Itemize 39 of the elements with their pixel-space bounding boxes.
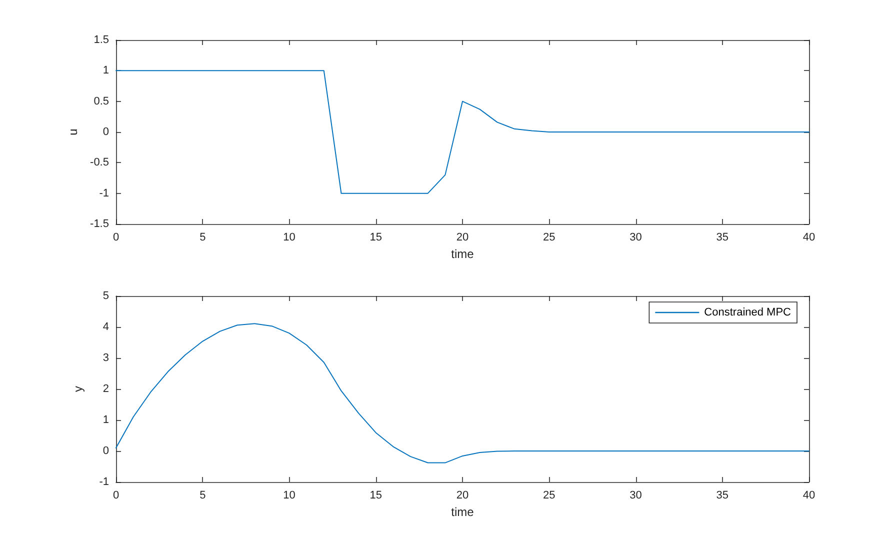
x-tick-label: 35 — [716, 232, 728, 244]
y-tick-label: 3 — [102, 352, 109, 364]
y-tick-label: -1.5 — [90, 218, 109, 230]
x-tick-label: 30 — [630, 490, 642, 502]
x-tick-label: 10 — [283, 490, 296, 502]
x-tick-label: 0 — [112, 232, 120, 244]
x-tick-label: 20 — [456, 232, 469, 244]
y-tick-label: -1 — [99, 476, 109, 488]
x-tick-label: 10 — [283, 232, 296, 244]
x-axis-title: time — [451, 504, 474, 519]
y-axis-title: u — [66, 128, 80, 136]
y-tick-label: -0.5 — [90, 156, 109, 169]
legend-label: Constrained MPC — [704, 306, 792, 318]
y-tick-label: 2 — [102, 383, 109, 395]
y-tick-label: 0 — [102, 126, 109, 138]
y-tick-label: 4 — [102, 321, 109, 333]
x-tick-label: 25 — [543, 490, 556, 502]
x-tick-label: 5 — [200, 490, 206, 502]
x-tick-label: 20 — [456, 490, 469, 502]
y-tick-label: 0 — [102, 445, 109, 457]
y-tick-label: 5 — [102, 290, 109, 302]
x-tick-label: 25 — [543, 232, 556, 244]
y-tick-label: 1.5 — [94, 34, 109, 46]
x-tick-label: 15 — [370, 490, 382, 502]
line-series — [116, 323, 810, 464]
x-tick-label: 5 — [200, 232, 206, 244]
y-tick-label: 0.5 — [94, 95, 109, 108]
x-tick-label: 40 — [802, 232, 816, 244]
x-tick-label: 15 — [370, 232, 382, 244]
line-series — [116, 70, 810, 194]
x-tick-label: 30 — [630, 232, 642, 244]
x-tick-label: 35 — [716, 490, 728, 502]
x-tick-label: 40 — [802, 490, 816, 502]
y-tick-label: -1 — [99, 187, 109, 200]
x-axis-title: time — [451, 246, 474, 261]
x-tick-label: 0 — [112, 490, 120, 502]
y-axis-title: y — [71, 386, 85, 392]
y-tick-label: 1 — [102, 64, 109, 77]
y-tick-label: 1 — [102, 414, 109, 426]
